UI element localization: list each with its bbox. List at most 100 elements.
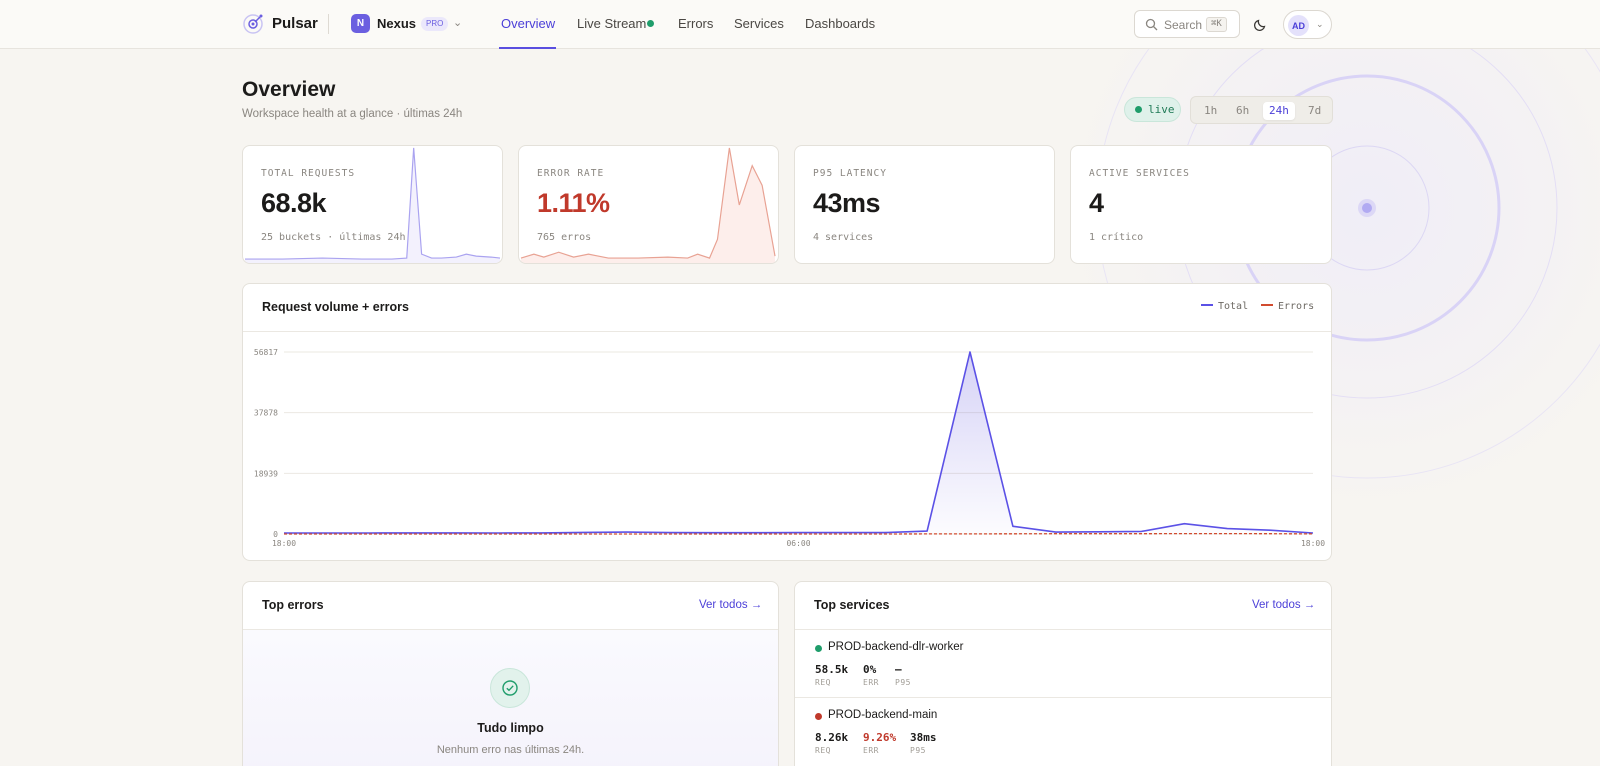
view-all-errors-link[interactable]: Ver todos → [699,599,763,611]
live-dot [1135,106,1142,113]
error-rate-sparkline [520,147,776,263]
user-menu[interactable]: AD ⌄ [1283,10,1332,39]
kpi-card-active-services[interactable]: ACTIVE SERVICES 4 1 crítico [1070,145,1332,264]
workspace-plan-badge: PRO [421,17,449,31]
kpi-subtext: 4 services [813,232,874,243]
kpi-value: 1.11% [537,188,610,218]
status-dot [815,645,822,652]
total-requests-sparkline [244,147,501,263]
y-tick-label: 56817 [254,348,278,357]
legend-total: Total [1201,301,1248,312]
kpi-subtext: 25 buckets · últimas 24h [261,232,406,243]
status-dot [815,713,822,720]
err-value: 9.26% [863,731,897,744]
time-range-selector: 1h 6h 24h 7d [1190,96,1333,124]
x-tick-label: 06:00 [786,539,810,548]
view-all-services-link[interactable]: Ver todos → [1252,599,1316,611]
total-series-line [284,351,1314,534]
chart-title: Request volume + errors [262,300,409,314]
top-errors-card: Top errors Ver todos → Tudo limpo Nenhum… [242,581,779,766]
kpi-label: TOTAL REQUESTS [261,168,356,179]
kpi-card-error-rate[interactable]: ERROR RATE 1.11% 765 erros [518,145,779,264]
range-7d[interactable]: 7d [1308,104,1322,117]
live-label: live [1148,103,1175,116]
y-tick-label: 0 [273,530,278,539]
range-1h[interactable]: 1h [1204,104,1218,117]
kpi-value: 4 [1089,188,1104,218]
divider [243,629,778,630]
legend-label: Errors [1278,301,1315,312]
divider [795,697,1331,698]
err-label: ERR [863,746,879,755]
live-status-dot [647,20,654,27]
p95-label: P95 [895,678,911,687]
nav-dashboards[interactable]: Dashboards [805,16,876,31]
p95-value: — [895,663,902,676]
workspace-name[interactable]: Nexus [377,16,417,31]
page-title: Overview [242,78,336,101]
page-subtitle: Workspace health at a glance · últimas 2… [242,108,463,120]
empty-state-title: Tudo limpo [477,721,544,735]
search-label: Search [1164,18,1203,32]
chevron-down-icon[interactable]: ⌄ [453,17,463,29]
x-tick-label: 18:00 [1301,539,1325,548]
kpi-subtext: 1 crítico [1089,232,1144,243]
nav-errors[interactable]: Errors [678,16,714,31]
kpi-card-total-requests[interactable]: TOTAL REQUESTS 68.8k 25 buckets · última… [242,145,503,264]
service-name: PROD-backend-main [828,709,938,721]
kpi-card-p95-latency[interactable]: P95 LATENCY 43ms 4 services [794,145,1055,264]
nav-active-indicator [499,47,556,49]
divider [795,629,1331,630]
err-label: ERR [863,678,879,687]
request-volume-chart: 0 18939 37878 56817 18:00 06:00 18:00 [254,348,1325,548]
nav-overview[interactable]: Overview [501,16,556,31]
search-button[interactable]: Search ⌘K [1134,10,1240,38]
p95-value: 38ms [910,731,937,744]
section-title: Top errors [262,598,324,612]
divider [328,14,329,34]
service-row[interactable]: PROD-backend-main 8.26k REQ 9.26% ERR 38… [795,698,1331,765]
legend-label: Total [1218,301,1249,312]
legend-swatch [1201,304,1213,306]
legend-swatch [1261,304,1273,306]
kpi-subtext: 765 erros [537,232,592,243]
req-label: REQ [815,678,831,687]
kpi-label: P95 LATENCY [813,168,887,179]
nav-live-stream[interactable]: Live Stream [577,16,647,31]
request-volume-card: Request volume + errors Total Errors 0 18… [242,283,1332,561]
req-value: 8.26k [815,731,849,744]
moon-icon[interactable] [1254,17,1268,31]
kpi-value: 43ms [813,188,881,218]
legend-errors: Errors [1261,301,1314,312]
live-badge[interactable]: live [1124,97,1181,122]
section-title: Top services [814,598,890,612]
service-row[interactable]: PROD-backend-dlr-worker 58.5k REQ 0% ERR… [795,630,1331,697]
avatar: AD [1288,15,1309,36]
y-tick-label: 37878 [254,409,278,418]
check-circle-icon [490,668,530,708]
kpi-label: ERROR RATE [537,168,605,179]
range-24h[interactable]: 24h [1263,102,1295,120]
y-tick-label: 18939 [254,469,278,478]
x-tick-label: 18:00 [272,539,296,548]
err-value: 0% [863,663,877,676]
total-series-area [284,352,1313,534]
p95-label: P95 [910,746,926,755]
top-bar: Pulsar N Nexus PRO ⌄ Overview Live Strea… [0,0,1600,49]
kpi-label: ACTIVE SERVICES [1089,168,1190,179]
range-6h[interactable]: 6h [1236,104,1250,117]
req-label: REQ [815,746,831,755]
search-shortcut: ⌘K [1206,17,1227,32]
top-services-card: Top services Ver todos → PROD-backend-dl… [794,581,1332,766]
divider [243,331,1331,332]
kpi-value: 68.8k [261,188,327,218]
brand-name[interactable]: Pulsar [272,15,318,32]
service-name: PROD-backend-dlr-worker [828,641,964,653]
nav-services[interactable]: Services [734,16,784,31]
chevron-down-icon: ⌄ [1316,19,1324,29]
empty-state-subtitle: Nenhum erro nas últimas 24h. [436,744,585,756]
req-value: 58.5k [815,663,849,676]
workspace-avatar[interactable]: N [351,14,370,33]
search-icon [1145,18,1158,31]
pulsar-logo-icon [243,14,263,34]
